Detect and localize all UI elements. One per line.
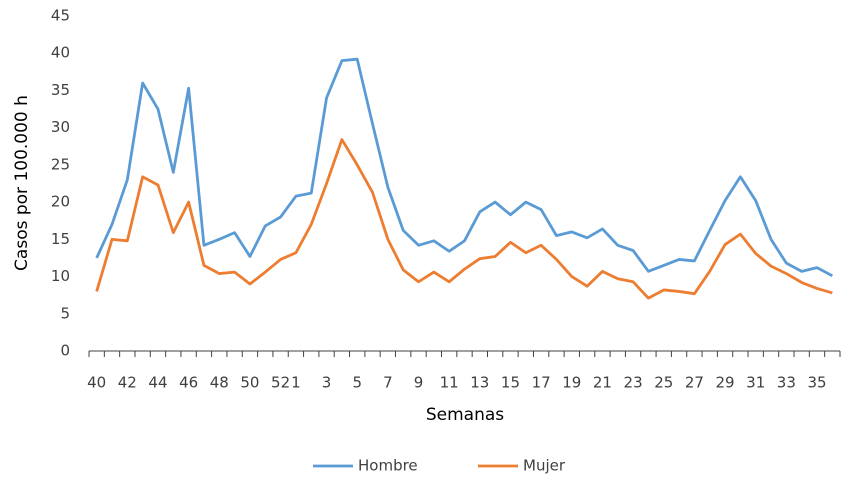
y-tick-label: 45: [51, 7, 70, 25]
x-tick-label: 31: [746, 374, 765, 392]
x-tick-label: 52: [271, 374, 290, 392]
x-tick-label: 23: [624, 374, 643, 392]
y-tick-label: 15: [51, 230, 70, 248]
x-tick-label: 13: [470, 374, 489, 392]
x-tick-label: 19: [562, 374, 581, 392]
y-axis-title: Casos por 100.000 h: [12, 95, 32, 271]
x-tick-label: 5: [352, 374, 362, 392]
data-line: [95, 138, 833, 300]
legend-label: Mujer: [523, 457, 566, 475]
x-tick-label: 15: [501, 374, 520, 392]
x-tick-label: 48: [210, 374, 229, 392]
y-tick-label: 10: [51, 267, 70, 285]
x-tick-label: 33: [777, 374, 796, 392]
x-tick-label: 25: [654, 374, 673, 392]
x-tick-label: 40: [87, 374, 106, 392]
x-tick-label: 29: [716, 374, 735, 392]
x-tick-label: 27: [685, 374, 704, 392]
x-tick-label: 35: [807, 374, 826, 392]
y-tick-label: 40: [51, 44, 70, 62]
y-tick-label: 30: [51, 118, 70, 136]
x-tick-label: 1: [291, 374, 301, 392]
y-tick-label: 0: [60, 342, 70, 360]
x-tick-label: 50: [240, 374, 259, 392]
data-line: [95, 57, 833, 278]
y-tick-label: 20: [51, 193, 70, 211]
x-tick-label: 9: [414, 374, 424, 392]
x-tick-label: 46: [179, 374, 198, 392]
x-axis-title: Semanas: [426, 405, 504, 425]
x-tick-label: 21: [593, 374, 612, 392]
x-tick-label: 42: [118, 374, 137, 392]
x-tick-label: 7: [383, 374, 393, 392]
y-tick-label: 5: [60, 304, 70, 322]
y-tick-label: 25: [51, 155, 70, 173]
legend-label: Hombre: [358, 457, 418, 475]
y-tick-label: 35: [51, 81, 70, 99]
x-tick-label: 11: [440, 374, 459, 392]
x-tick-label: 3: [322, 374, 332, 392]
x-tick-label: 17: [532, 374, 551, 392]
x-tick-label: 44: [148, 374, 167, 392]
